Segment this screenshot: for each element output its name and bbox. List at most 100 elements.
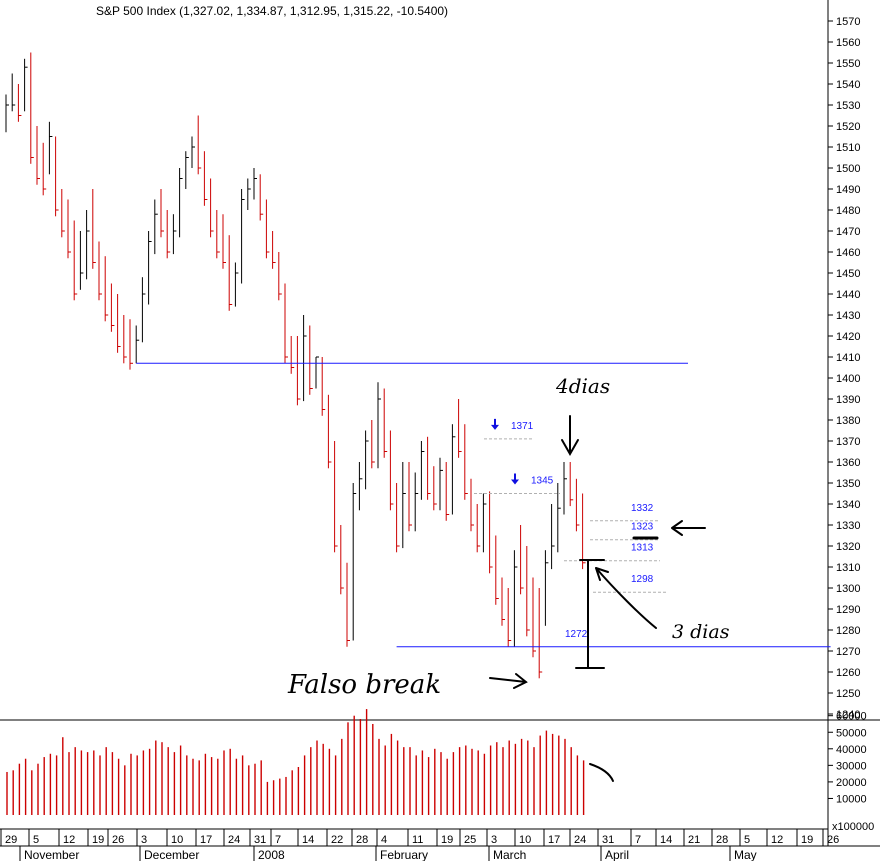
ohlc-bar [30,52,34,164]
ohlc-bar [482,493,487,553]
ohlc-bar [575,478,580,532]
ohlc-bar [86,210,90,280]
month-label: 2008 [258,848,285,861]
month-label: May [734,848,757,861]
price-bars [5,52,586,679]
date-tick-label: 17 [548,834,560,846]
ohlc-bar [433,466,437,511]
ohlc-bar [272,231,276,269]
down-arrow-icon [511,473,519,485]
ohlc-bar [513,550,518,647]
date-tick-label: 21 [688,834,700,846]
price-tick-label: 1550 [836,58,860,70]
date-tick-label: 3 [491,834,497,846]
level-label: 1332 [631,503,654,514]
level-label: 1313 [631,543,654,554]
price-tick-label: 1320 [836,541,860,553]
price-tick-label: 1280 [836,625,860,637]
price-tick-label: 1530 [836,100,860,112]
month-label: March [493,848,526,861]
price-axis: 1240 1250 1260 1270 1280 1290 1300 1310 1320 1330… [0,0,880,847]
ohlc-bar [104,256,109,322]
date-tick-label: 17 [200,834,212,846]
ohlc-bar [557,483,561,553]
ohlc-bar [179,168,183,238]
ohlc-bar [160,189,164,238]
date-tick-label: 31 [254,834,266,846]
price-tick-label: 1350 [836,478,860,490]
price-tick-label: 1410 [836,352,860,364]
volume-axis: 10000 20000 30000 40000 50000 60000 x100000 [828,711,874,833]
price-tick-label: 1540 [836,79,860,91]
arrow-right-icon [489,673,528,689]
date-tick-label: 12 [771,834,783,846]
ohlc-bar [265,199,270,259]
annotations [489,415,706,782]
date-tick-label: 28 [356,834,368,846]
ohlc-bar [520,525,524,595]
date-tick-label: 3 [141,834,147,846]
annotation-4dias: 4dias [555,374,610,398]
arrow-left-icon [671,520,706,536]
price-tick-label: 1480 [836,205,860,217]
volume-tick-label: 60000 [836,711,867,723]
price-tick-label: 1380 [836,415,860,427]
level-label: 1323 [631,522,654,533]
date-tick-label: 5 [744,834,750,846]
ohlc-bar [507,588,512,647]
price-tick-label: 1430 [836,310,860,322]
price-tick-label: 1560 [836,37,860,49]
price-tick-label: 1330 [836,520,860,532]
month-label: December [144,848,199,861]
ohlc-bar [42,142,47,196]
price-tick-label: 1490 [836,184,860,196]
price-tick-label: 1570 [836,16,860,28]
ohlc-bar [73,220,78,301]
volume-curve-mark [589,763,614,782]
price-tick-label: 1240 [836,709,860,721]
ohlc-bar [420,441,425,500]
ohlc-bar [439,457,443,511]
ohlc-bar [166,210,171,259]
ohlc-bar [532,577,536,658]
ohlc-bar [551,504,555,570]
ohlc-bar [11,73,16,112]
ohlc-bar [185,151,189,189]
ohlc-bar [123,315,127,364]
ohlc-bar [309,325,313,395]
ohlc-bar [489,491,493,574]
ohlc-bar [303,315,307,402]
ohlc-bar [92,189,96,269]
volume-tick-label: 30000 [836,760,867,772]
date-tick-label: 14 [660,834,672,846]
annotation-falso-break: Falso break [287,670,441,700]
price-tick-label: 1450 [836,268,860,280]
ohlc-bar [334,441,338,553]
down-arrow-icon [491,418,499,430]
ohlc-bar [408,462,412,532]
ohlc-bar [470,478,474,532]
volume-tick-label: 10000 [836,793,867,805]
price-tick-label: 1500 [836,163,860,175]
volume-tick-label: 20000 [836,777,867,789]
price-tick-label: 1510 [836,142,860,154]
ohlc-bar [228,235,233,311]
level-label: 1345 [531,476,554,487]
ohlc-bar [197,115,202,175]
date-tick-label: 24 [228,834,240,846]
ohlc-bar [117,294,121,353]
level-label: 1272 [565,629,588,640]
ohlc-bar [340,525,344,595]
arrow-4dias-icon [561,415,579,457]
date-tick-label: 28 [716,834,728,846]
price-tick-label: 1260 [836,667,860,679]
ohlc-bar [327,394,332,469]
price-tick-label: 1440 [836,289,860,301]
date-tick-label: 7 [635,834,641,846]
support-lines [136,362,831,648]
ohlc-bar [458,399,462,458]
ohlc-bar [129,319,133,370]
date-tick-label: 26 [112,834,124,846]
arrow-3dias-icon [595,567,657,629]
